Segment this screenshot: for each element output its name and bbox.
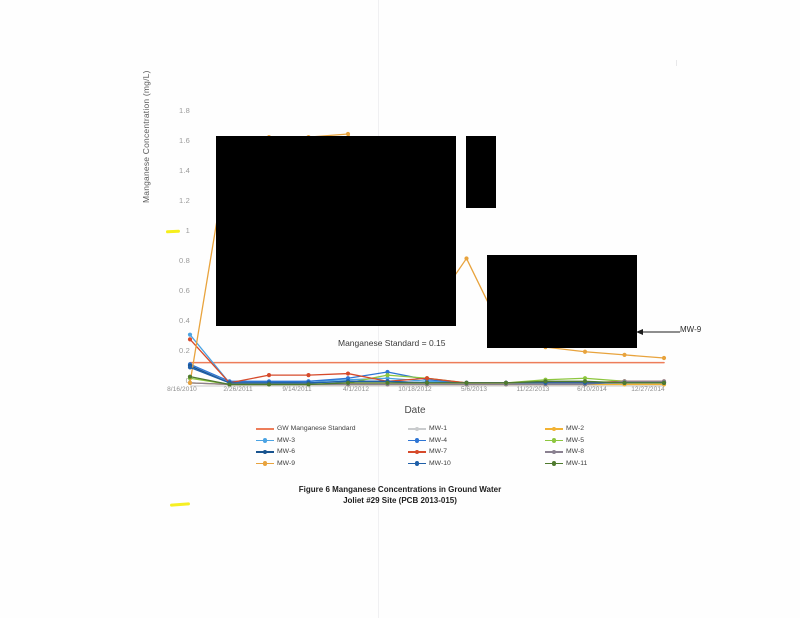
y-tick-label: 1.6 [178,136,190,145]
legend-swatch-icon [256,436,274,444]
series-mw-11 [187,374,667,387]
x-tick-label: 12/27/2014 [631,386,665,393]
legend-swatch-icon [545,459,563,467]
legend-item-gw-manganese-standard[interactable]: GW Manganese Standard [256,425,408,433]
legend-item-mw-4[interactable]: MW-4 [408,436,545,444]
x-tick-label: 6/10/2014 [577,386,607,393]
legend-swatch-icon [408,459,426,467]
legend-swatch-icon [545,436,563,444]
legend-item-mw-1[interactable]: MW-1 [408,425,545,433]
legend-item-mw-7[interactable]: MW-7 [408,448,545,456]
legend-swatch-icon [256,425,274,433]
legend-item-label: MW-3 [277,436,295,444]
manganese-standard-annotation: Manganese Standard = 0.15 [338,338,446,348]
legend-item-mw-3[interactable]: MW-3 [256,436,408,444]
legend-swatch-icon [545,448,563,456]
legend-row: MW-3 MW-4 MW-5 [256,435,656,447]
mw9-callout-label: MW-9 [680,325,702,334]
redaction-block-left [216,136,456,326]
legend-item-label: MW-11 [566,459,588,467]
legend-swatch-icon [408,448,426,456]
x-tick-label: 4/1/2012 [342,386,370,393]
legend-row: MW-6 MW-7 MW-8 [256,446,656,458]
legend-item-label: MW-5 [566,436,584,444]
legend-item-label: GW Manganese Standard [277,425,356,433]
y-tick-label: 0.6 [178,286,190,295]
y-axis-ticks: 1.8 1.6 1.4 1.2 1 0.8 0.6 0.4 0.2 0 [150,95,190,415]
x-tick-label: 8/16/2010 [167,386,197,393]
legend-item-label: MW-2 [566,425,584,433]
x-tick-label: 10/18/2012 [398,386,432,393]
legend-swatch-icon [256,459,274,467]
legend-item-mw-6[interactable]: MW-6 [256,448,408,456]
x-tick-label: 5/6/2013 [460,386,488,393]
x-tick-label: 11/22/2013 [516,386,550,393]
x-axis-title: Date [404,405,426,416]
legend-item-mw-10[interactable]: MW-10 [408,459,545,467]
y-tick-label: 1.4 [178,166,190,175]
legend-item-mw-5[interactable]: MW-5 [545,436,655,444]
figure-caption-line2: Joliet #29 Site (PCB 2013-015) [343,496,457,505]
x-tick-label: 2/26/2011 [223,386,253,393]
figure-caption: Figure 6 Manganese Concentrations in Gro… [0,484,800,506]
legend-item-label: MW-10 [429,459,451,467]
legend-item-label: MW-7 [429,448,447,456]
scan-speck-artifact [676,60,677,66]
y-tick-label: 0 [185,376,190,385]
legend-swatch-icon [256,448,274,456]
y-tick-label: 1.2 [178,196,190,205]
highlighter-mark-artifact [169,502,191,507]
y-tick-label: 0.4 [178,316,190,325]
y-tick-label: 0.2 [178,346,190,355]
legend-item-label: MW-6 [277,448,295,456]
legend-item-mw-2[interactable]: MW-2 [545,425,655,433]
y-tick-label: 1 [185,226,190,235]
legend-item-mw-11[interactable]: MW-11 [545,459,655,467]
legend-row: MW-9 MW-10 MW-11 [256,458,656,470]
redaction-block-right [487,255,637,348]
redaction-block-middle [466,136,496,208]
legend-item-mw-9[interactable]: MW-9 [256,459,408,467]
figure-caption-line1: Figure 6 Manganese Concentrations in Gro… [298,485,502,494]
legend-item-label: MW-4 [429,436,447,444]
x-tick-label: 9/14/2011 [282,386,312,393]
mw9-callout-arrow-icon [636,329,680,335]
legend-swatch-icon [408,436,426,444]
legend-row: GW Manganese Standard MW-1 MW-2 [256,423,656,435]
legend-item-label: MW-9 [277,459,295,467]
legend-swatch-icon [408,425,426,433]
chart-legend: GW Manganese Standard MW-1 MW-2 MW-3 MW-4 MW-… [256,423,656,473]
legend-item-label: MW-1 [429,425,447,433]
y-tick-label: 1.8 [178,106,190,115]
legend-item-mw-8[interactable]: MW-8 [545,448,655,456]
legend-item-label: MW-8 [566,448,584,456]
legend-swatch-icon [545,425,563,433]
y-tick-label: 0.8 [178,256,190,265]
